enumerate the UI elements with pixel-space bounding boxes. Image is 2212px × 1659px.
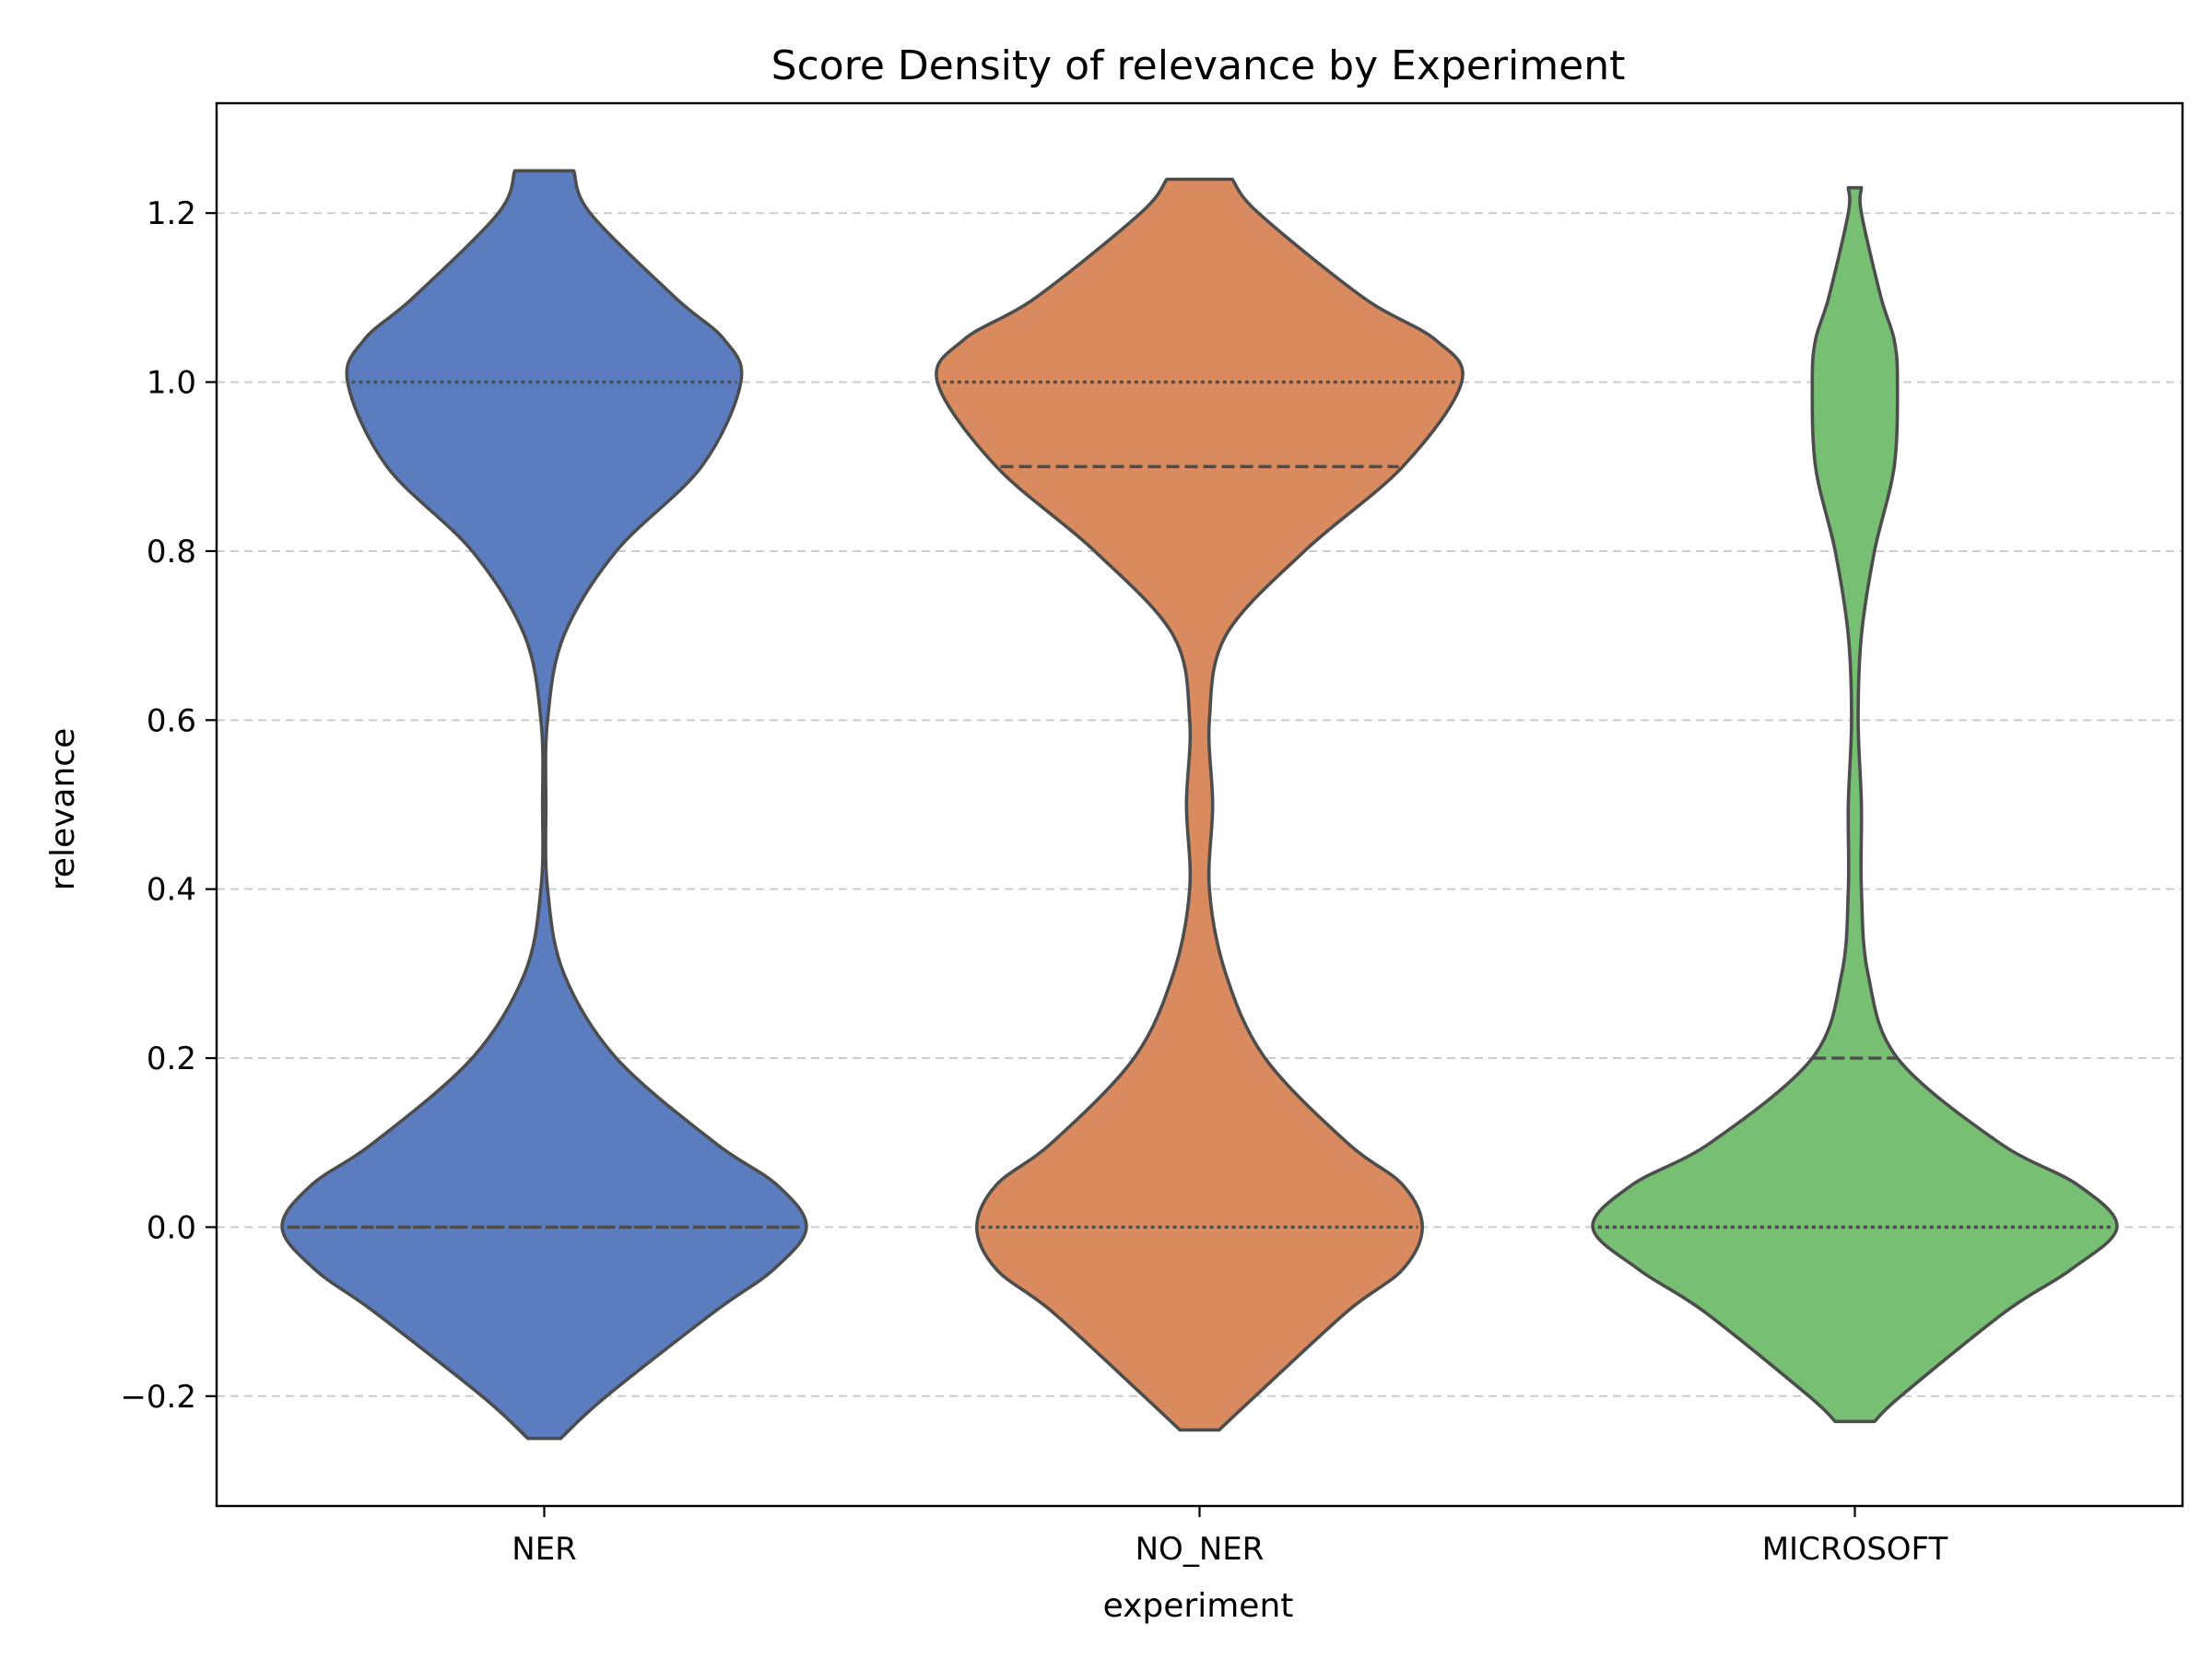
axes: −0.2 0.0 0.2 0.4 0.6 0.8 1.0 1.2 NER NO_NER MICROS… [120,195,1947,1568]
x-tick-label: MICROSOFT [1762,1531,1948,1568]
y-tick-label: 0.2 [147,1041,196,1077]
violin-no-ner [935,177,1465,1432]
y-tick-label: 0.6 [147,702,196,739]
violins [280,169,2119,1441]
y-tick-label: −0.2 [120,1379,196,1416]
y-tick-label: 1.0 [147,365,196,402]
y-axis-label: relevance [44,728,82,890]
violin-microsoft [1591,185,2119,1424]
x-tick-label: NO_NER [1135,1531,1265,1568]
x-tick-label: NER [512,1531,577,1568]
y-tick-label: 0.8 [147,534,196,571]
y-tick-label: 1.2 [147,195,196,232]
x-axis-label: experiment [1103,1587,1294,1625]
chart-title: Score Density of relevance by Experiment [771,42,1626,89]
violin-ner [280,169,808,1441]
y-tick-label: 0.0 [147,1209,196,1246]
y-tick-label: 0.4 [147,872,196,909]
